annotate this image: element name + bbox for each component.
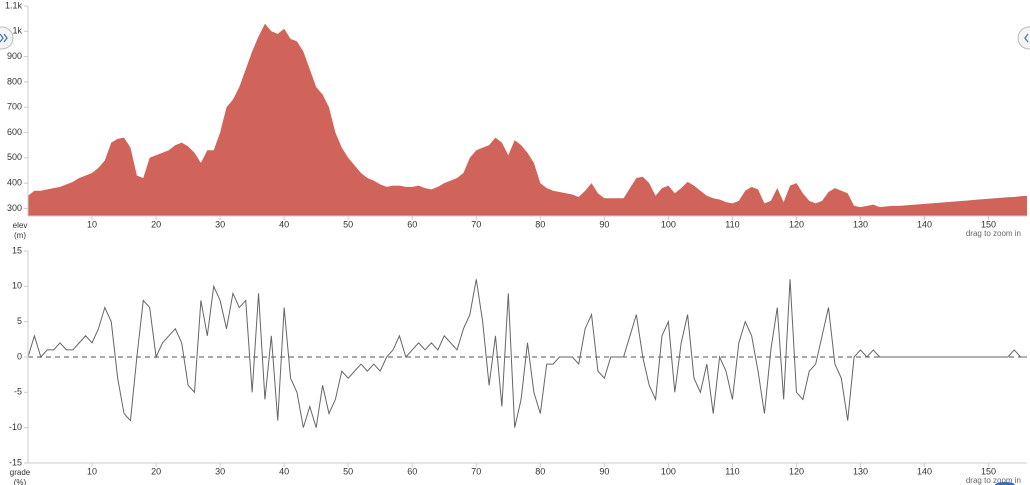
x-tick-label: 20 [151,466,161,476]
x-tick-label: 100 [661,219,676,229]
x-tick-label: 120 [789,466,804,476]
x-tick-label: 140 [917,219,932,229]
x-tick-label: 150 [981,219,996,229]
x-tick-label: 110 [725,219,739,229]
y-tick-label: 700 [7,102,22,112]
zoom-hint: drag to zoom in [966,476,1021,485]
x-tick-label: 80 [535,219,545,229]
button-icon[interactable] [1024,33,1029,43]
y-tick-label: 300 [7,203,22,213]
x-tick-label: 10 [87,219,97,229]
expand-left-button[interactable] [0,26,14,50]
y-tick-label: 15 [12,245,22,255]
x-tick-label: 60 [407,219,417,229]
x-tick-label: 70 [471,219,481,229]
y-tick-label: 900 [7,51,22,61]
x-tick-label: 50 [343,466,353,476]
y-tick-label: 10 [12,281,22,291]
x-tick-label: 100 [661,466,676,476]
x-tick-label: 130 [853,219,868,229]
y-tick-label: 1k [12,26,22,36]
x-tick-label: 40 [279,219,289,229]
button-circle[interactable] [1017,26,1030,50]
x-tick-label: 50 [343,219,353,229]
x-tick-label: 40 [279,466,289,476]
y-tick-label: 0 [17,351,22,361]
y-tick-label: 5 [17,316,22,326]
x-tick-label: 20 [151,219,161,229]
x-tick-label: 130 [853,466,868,476]
x-tick-label: 60 [407,466,417,476]
x-tick-label: 10 [87,466,97,476]
x-tick-label: 30 [215,466,225,476]
y-axis-label: (%) [14,478,27,485]
x-tick-label: 30 [215,219,225,229]
expand-right-button[interactable] [1017,26,1030,50]
scroll-indicator [995,482,1015,485]
x-tick-label: 90 [599,219,609,229]
y-tick-label: 800 [7,76,22,86]
button-icon[interactable] [0,33,8,43]
y-tick-label: -5 [14,387,22,397]
y-tick-label: 400 [7,177,22,187]
x-tick-label: 140 [917,466,932,476]
y-tick-label: 500 [7,152,22,162]
y-axis-label: elev [13,221,28,230]
y-axis-label: grade [10,468,31,477]
y-tick-label: -10 [9,422,22,432]
grade-line [27,279,1027,428]
y-axis-label: (m) [14,231,26,240]
x-tick-label: 150 [981,466,996,476]
x-tick-label: 110 [725,466,739,476]
y-tick-label: -15 [9,457,22,467]
y-tick-label: 1.1k [5,0,23,10]
y-tick-label: 600 [7,127,22,137]
x-tick-label: 90 [599,466,609,476]
x-tick-label: 70 [471,466,481,476]
x-tick-label: 120 [789,219,804,229]
elevation-area [28,23,1027,216]
zoom-hint: drag to zoom in [966,229,1021,238]
x-tick-label: 80 [535,466,545,476]
